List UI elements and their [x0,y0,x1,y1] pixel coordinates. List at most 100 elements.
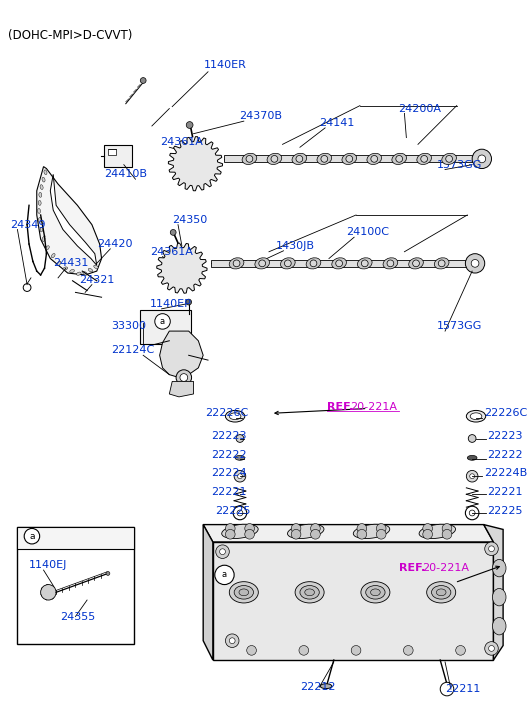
Ellipse shape [300,585,319,599]
Ellipse shape [229,582,259,603]
Ellipse shape [42,177,45,182]
Circle shape [271,156,278,162]
Circle shape [361,260,368,267]
Ellipse shape [367,153,381,164]
Ellipse shape [409,258,423,269]
Circle shape [371,156,378,162]
Bar [18,528,134,549]
Text: 24361A: 24361A [160,137,203,148]
Ellipse shape [392,153,406,164]
Text: a: a [222,571,227,579]
Ellipse shape [306,258,321,269]
Ellipse shape [419,524,455,539]
Circle shape [291,529,301,539]
Polygon shape [213,542,494,660]
Circle shape [387,260,394,267]
Circle shape [236,435,244,442]
Ellipse shape [77,272,81,276]
Text: 22226C: 22226C [484,409,527,418]
Text: 24361A: 24361A [150,246,193,257]
Ellipse shape [467,455,477,460]
Circle shape [178,146,213,181]
Ellipse shape [332,258,346,269]
Bar [109,149,116,155]
Ellipse shape [40,185,43,190]
Circle shape [485,642,498,655]
Circle shape [245,529,254,539]
Circle shape [456,646,466,655]
Text: 24420: 24420 [97,239,132,249]
Circle shape [237,474,243,478]
Text: 1140EP: 1140EP [150,299,192,309]
Ellipse shape [94,265,98,269]
Ellipse shape [46,246,49,250]
Polygon shape [169,382,194,397]
Polygon shape [37,166,102,275]
Circle shape [285,260,291,267]
Ellipse shape [361,582,390,603]
Circle shape [488,646,494,651]
Circle shape [299,646,309,655]
Polygon shape [484,525,503,660]
Circle shape [226,634,239,648]
Bar [18,528,134,643]
Ellipse shape [320,684,332,688]
Ellipse shape [242,153,257,164]
Text: 24141: 24141 [319,118,355,128]
Circle shape [246,156,253,162]
Text: 22224: 22224 [211,468,246,478]
Ellipse shape [365,585,385,599]
Polygon shape [225,156,474,162]
Circle shape [423,523,433,534]
Circle shape [106,571,110,575]
Circle shape [376,523,386,534]
Circle shape [188,156,203,172]
Ellipse shape [280,258,295,269]
Ellipse shape [63,267,68,270]
Circle shape [466,254,485,273]
Circle shape [165,252,198,284]
Ellipse shape [226,411,245,422]
Circle shape [485,542,498,555]
Ellipse shape [417,153,431,164]
Ellipse shape [434,258,449,269]
Text: a: a [160,317,165,326]
Ellipse shape [38,201,41,205]
Circle shape [23,284,31,292]
Text: 24431: 24431 [53,258,89,268]
Circle shape [472,149,492,169]
Text: 22225: 22225 [487,506,522,516]
Circle shape [471,260,479,268]
Circle shape [234,470,246,482]
Circle shape [403,646,413,655]
Circle shape [468,435,476,442]
Ellipse shape [493,559,506,577]
Text: REF.: REF. [398,563,425,573]
Circle shape [488,546,494,552]
Polygon shape [160,331,203,377]
Text: 22226C: 22226C [205,409,248,418]
Circle shape [440,683,454,696]
Ellipse shape [38,217,41,222]
Ellipse shape [234,585,253,599]
Ellipse shape [305,589,314,595]
Ellipse shape [229,413,241,419]
Ellipse shape [431,585,451,599]
Polygon shape [203,525,494,542]
Circle shape [186,299,192,305]
Polygon shape [168,137,222,190]
Ellipse shape [83,272,87,275]
Text: 22224B: 22224B [484,468,527,478]
Bar [140,310,190,344]
Ellipse shape [493,588,506,606]
Ellipse shape [222,524,258,539]
Circle shape [357,529,367,539]
Ellipse shape [470,413,482,419]
Ellipse shape [353,524,390,539]
Ellipse shape [57,261,61,265]
Circle shape [321,156,328,162]
Ellipse shape [255,258,270,269]
Ellipse shape [358,258,372,269]
Text: 22225: 22225 [215,506,250,516]
Circle shape [438,260,445,267]
